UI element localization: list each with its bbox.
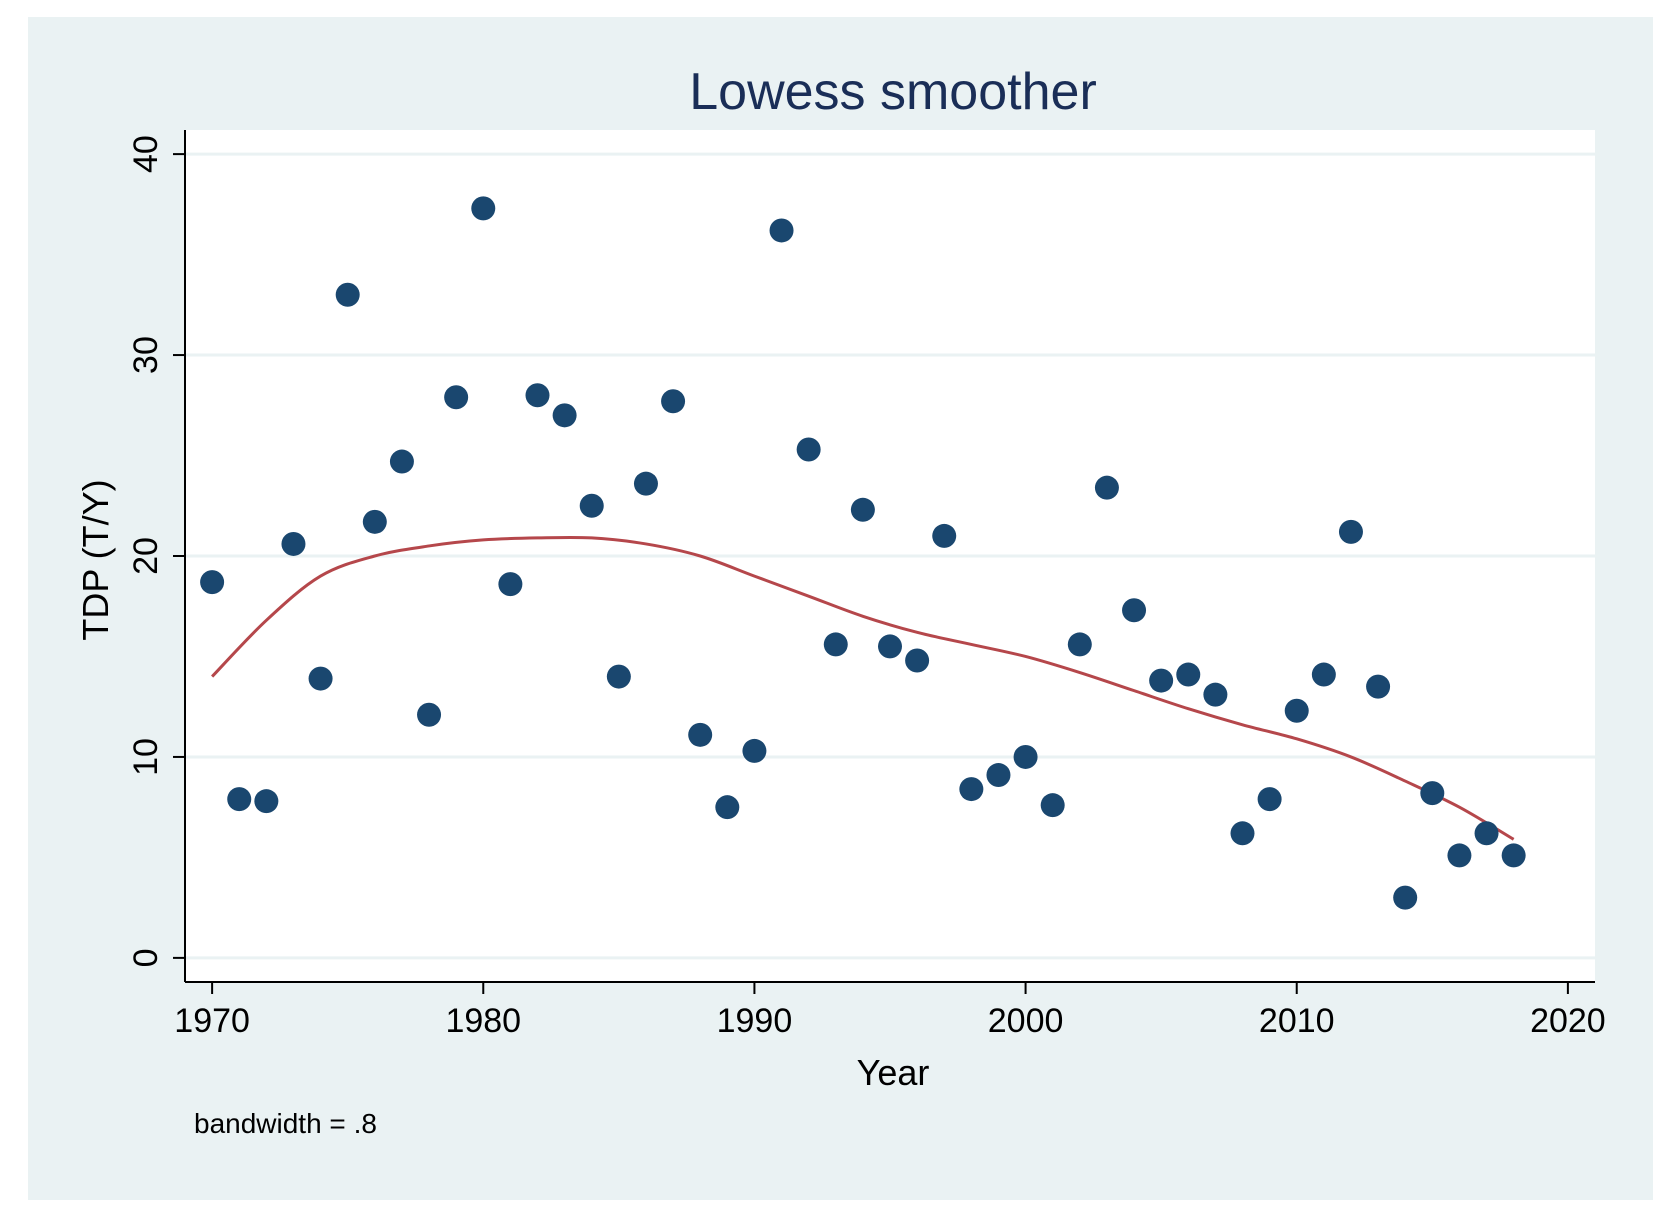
- data-point-1972: [254, 789, 279, 814]
- lowess-line: [211, 535, 1515, 841]
- data-point-2003: [1094, 475, 1119, 500]
- data-point-2016: [1447, 843, 1472, 868]
- data-point-1970: [200, 570, 225, 595]
- data-point-1978: [417, 702, 442, 727]
- y-axis-title: TDP (T/Y): [75, 479, 116, 640]
- data-point-2013: [1366, 674, 1391, 699]
- data-point-1995: [878, 634, 902, 659]
- data-point-1993: [823, 632, 848, 657]
- data-point-2004: [1122, 598, 1147, 623]
- chart-title: Lowess smoother: [689, 63, 1097, 121]
- y-tick-label-20: 20: [127, 537, 165, 575]
- data-point-1988: [688, 722, 713, 747]
- data-point-1991: [769, 218, 794, 243]
- x-tick-label-2000: 2000: [988, 1002, 1064, 1040]
- data-point-2000: [1013, 744, 1038, 769]
- x-tick-label-1980: 1980: [445, 1002, 521, 1040]
- data-point-2015: [1420, 781, 1445, 806]
- data-point-1981: [498, 572, 523, 597]
- tick-labels: 0 10 20 30 40 1970 1980 1990 2000 2010 2020: [127, 135, 1606, 1040]
- data-point-2005: [1149, 668, 1174, 693]
- data-point-1994: [850, 497, 875, 522]
- data-point-1974: [308, 666, 333, 691]
- bandwidth-note: bandwidth = .8: [194, 1108, 377, 1139]
- y-tick-label-40: 40: [127, 135, 165, 173]
- x-tick-label-1990: 1990: [717, 1002, 793, 1040]
- data-point-2009: [1257, 787, 1282, 812]
- data-point-2010: [1284, 698, 1309, 723]
- y-tick-label-0: 0: [127, 948, 165, 967]
- data-point-1982: [525, 383, 550, 408]
- data-point-1980: [471, 196, 496, 221]
- data-point-1973: [281, 531, 306, 556]
- data-point-1986: [633, 471, 658, 496]
- grid-lines: [185, 152, 1595, 960]
- data-point-1985: [606, 664, 631, 689]
- data-point-1977: [389, 449, 414, 474]
- data-point-2011: [1311, 662, 1336, 687]
- x-tick-label-2020: 2020: [1530, 1002, 1606, 1040]
- data-point-1992: [796, 437, 821, 462]
- data-point-2012: [1338, 519, 1363, 544]
- data-point-1976: [362, 509, 387, 534]
- data-point-1998: [959, 777, 984, 802]
- data-point-1999: [986, 763, 1011, 788]
- data-point-1983: [552, 403, 577, 428]
- data-points: [200, 196, 1526, 910]
- x-tick-label-1970: 1970: [174, 1002, 250, 1040]
- y-tick-label-30: 30: [127, 336, 165, 374]
- data-point-1984: [579, 493, 604, 518]
- y-tick-label-10: 10: [127, 738, 165, 776]
- data-point-1997: [932, 523, 957, 548]
- data-point-1987: [661, 389, 686, 414]
- data-point-2008: [1230, 821, 1255, 846]
- data-point-2001: [1040, 793, 1065, 818]
- lowess-curve: [211, 535, 1515, 841]
- x-axis-title: Year: [857, 1052, 930, 1093]
- data-point-2018: [1501, 843, 1526, 868]
- x-tick-label-2010: 2010: [1259, 1002, 1335, 1040]
- data-point-1990: [742, 738, 767, 763]
- data-point-2006: [1176, 662, 1201, 687]
- data-point-2017: [1474, 821, 1499, 846]
- data-point-1996: [905, 648, 930, 673]
- axes: [173, 130, 1595, 994]
- data-point-2007: [1203, 682, 1228, 707]
- data-point-1989: [715, 795, 740, 820]
- data-point-1971: [227, 787, 252, 812]
- data-point-2002: [1067, 632, 1092, 657]
- data-point-1975: [335, 282, 360, 307]
- data-point-2014: [1393, 885, 1418, 910]
- data-point-1979: [444, 385, 469, 410]
